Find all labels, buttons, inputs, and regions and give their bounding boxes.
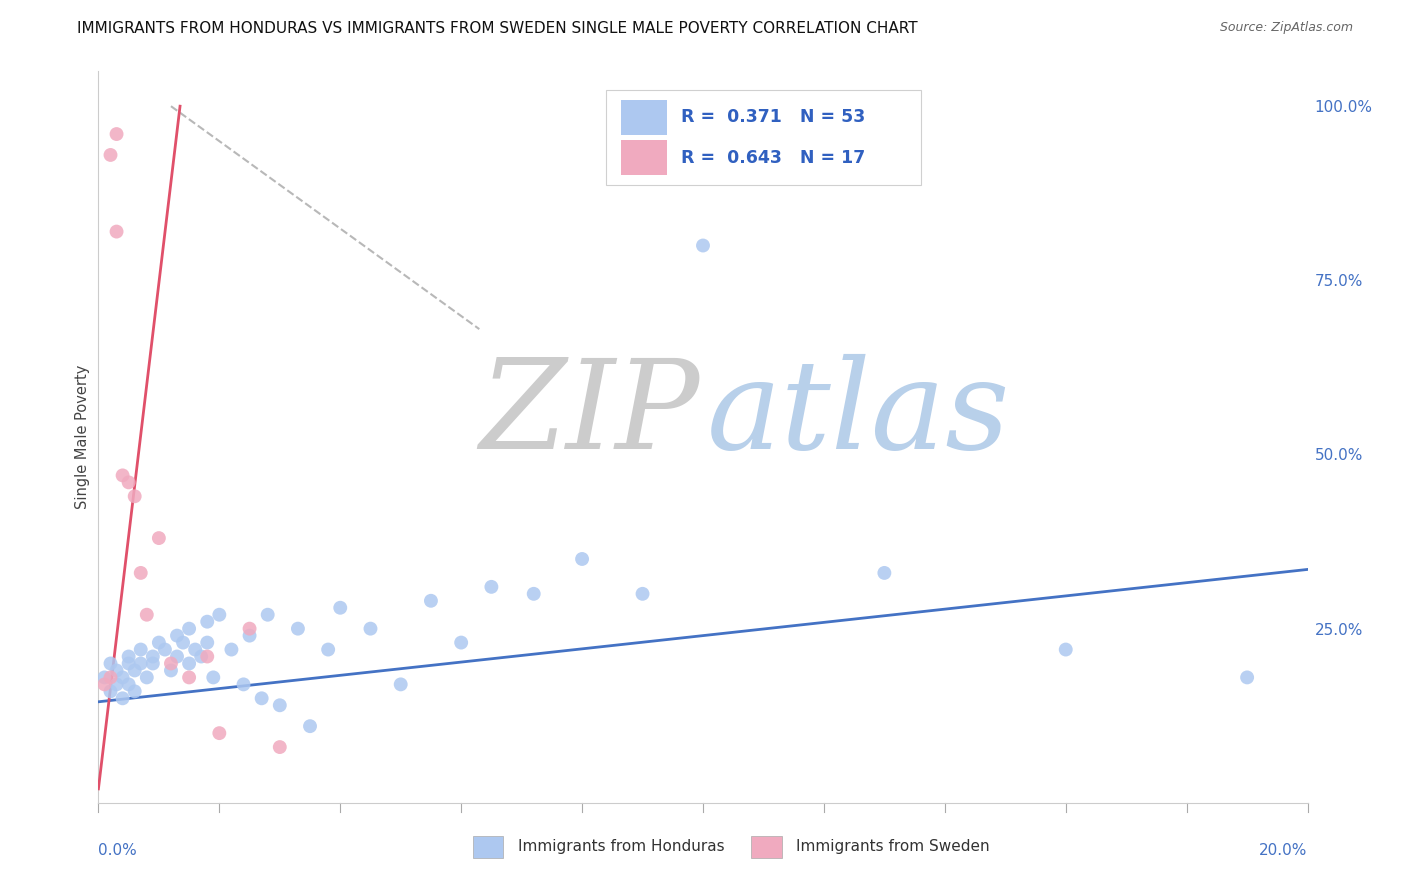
Point — [160, 664, 183, 678]
Point — [179, 670, 201, 684]
Point — [111, 691, 134, 706]
Point — [179, 622, 201, 636]
Point — [129, 566, 152, 580]
Point — [100, 657, 122, 671]
Point — [1054, 642, 1077, 657]
Point — [166, 629, 188, 643]
Point — [287, 622, 309, 636]
Point — [105, 664, 128, 678]
Point — [118, 657, 141, 671]
Point — [118, 649, 141, 664]
Point — [100, 684, 122, 698]
Point — [208, 607, 231, 622]
Y-axis label: Single Male Poverty: Single Male Poverty — [75, 365, 90, 509]
Point — [250, 691, 273, 706]
Point — [571, 552, 593, 566]
Point — [153, 642, 176, 657]
FancyBboxPatch shape — [474, 836, 503, 858]
Point — [523, 587, 546, 601]
Text: Source: ZipAtlas.com: Source: ZipAtlas.com — [1219, 21, 1353, 35]
Point — [124, 684, 146, 698]
Point — [129, 642, 152, 657]
Point — [166, 649, 188, 664]
Text: 0.0%: 0.0% — [98, 843, 138, 858]
Point — [631, 587, 654, 601]
FancyBboxPatch shape — [751, 836, 782, 858]
Point — [135, 670, 157, 684]
FancyBboxPatch shape — [606, 90, 921, 185]
Point — [129, 657, 152, 671]
Point — [142, 657, 165, 671]
Point — [100, 148, 122, 162]
Point — [208, 726, 231, 740]
FancyBboxPatch shape — [621, 140, 666, 175]
Point — [692, 238, 714, 252]
Point — [239, 622, 262, 636]
Point — [256, 607, 278, 622]
Point — [111, 468, 134, 483]
Text: Immigrants from Honduras: Immigrants from Honduras — [517, 839, 724, 855]
Point — [179, 657, 201, 671]
Point — [195, 615, 218, 629]
Point — [100, 670, 122, 684]
Point — [1236, 670, 1258, 684]
Point — [105, 677, 128, 691]
Point — [118, 677, 141, 691]
Text: R =  0.643   N = 17: R = 0.643 N = 17 — [682, 149, 866, 167]
Point — [481, 580, 503, 594]
Point — [202, 670, 225, 684]
Point — [450, 635, 472, 649]
Text: R =  0.371   N = 53: R = 0.371 N = 53 — [682, 109, 866, 127]
Point — [420, 594, 443, 608]
Point — [93, 670, 115, 684]
Point — [135, 607, 157, 622]
Text: ZIP: ZIP — [479, 354, 699, 476]
Point — [142, 649, 165, 664]
Point — [111, 670, 134, 684]
Point — [148, 635, 170, 649]
Point — [873, 566, 896, 580]
Point — [105, 127, 128, 141]
Point — [118, 475, 141, 490]
Point — [160, 657, 183, 671]
Text: IMMIGRANTS FROM HONDURAS VS IMMIGRANTS FROM SWEDEN SINGLE MALE POVERTY CORRELATI: IMMIGRANTS FROM HONDURAS VS IMMIGRANTS F… — [77, 21, 918, 37]
Point — [195, 635, 218, 649]
Point — [184, 642, 207, 657]
Point — [299, 719, 322, 733]
Point — [269, 740, 291, 755]
Point — [389, 677, 412, 691]
FancyBboxPatch shape — [621, 100, 666, 135]
Point — [239, 629, 262, 643]
Text: 20.0%: 20.0% — [1260, 843, 1308, 858]
Point — [105, 225, 128, 239]
Point — [232, 677, 254, 691]
Point — [124, 489, 146, 503]
Point — [172, 635, 194, 649]
Point — [93, 677, 115, 691]
Text: atlas: atlas — [707, 354, 1010, 476]
Point — [316, 642, 339, 657]
Point — [148, 531, 170, 545]
Point — [190, 649, 212, 664]
Point — [221, 642, 243, 657]
Point — [360, 622, 382, 636]
Point — [329, 600, 352, 615]
Point — [269, 698, 291, 713]
Point — [124, 664, 146, 678]
Text: Immigrants from Sweden: Immigrants from Sweden — [796, 839, 990, 855]
Point — [195, 649, 218, 664]
